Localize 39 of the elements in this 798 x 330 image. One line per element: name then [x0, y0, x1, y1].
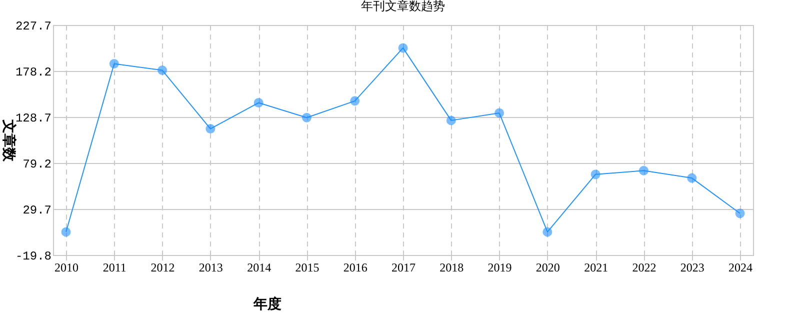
x-tick-label: 2011: [102, 260, 126, 274]
x-tick-label: 2016: [343, 260, 368, 274]
y-tick-label: 227.7: [15, 20, 52, 34]
chart-title: 年刊文章数趋势: [361, 0, 445, 13]
point: [350, 96, 360, 106]
x-tick-label: 2018: [440, 260, 464, 274]
point: [254, 98, 264, 108]
point: [398, 43, 408, 53]
x-tick-label: 2017: [392, 260, 416, 274]
x-tick-label: 2024: [728, 260, 752, 274]
x-tick-label: 2022: [632, 260, 656, 274]
y-tick-label: 79.2: [22, 158, 52, 172]
x-axis-title: 年度: [252, 296, 282, 312]
y-tick-label: 128.7: [15, 112, 52, 126]
point: [542, 227, 552, 237]
point: [638, 166, 648, 176]
point: [687, 173, 697, 183]
point: [302, 112, 312, 122]
x-tick-label: 2010: [54, 260, 78, 274]
y-tick-label: 29.7: [22, 204, 52, 218]
x-tick-label: 2013: [198, 260, 223, 274]
y-tick-label: -19.8: [15, 250, 52, 264]
point: [61, 227, 71, 237]
point: [494, 108, 504, 118]
x-tick-label: 2019: [488, 260, 512, 274]
y-axis-title: 文章数: [0, 118, 18, 162]
point: [158, 66, 168, 75]
x-tick-label: 2014: [247, 260, 272, 274]
y-tick-label: 178.2: [15, 66, 52, 80]
x-tick-label: 2023: [680, 260, 704, 274]
point: [446, 116, 456, 126]
point: [590, 170, 600, 180]
point: [735, 208, 745, 218]
x-tick-label: 2015: [295, 260, 320, 274]
point: [109, 59, 119, 68]
x-tick-label: 2020: [536, 260, 560, 274]
x-tick-label: 2021: [584, 260, 608, 274]
x-tick-label: 2012: [150, 260, 175, 274]
point: [206, 124, 216, 134]
